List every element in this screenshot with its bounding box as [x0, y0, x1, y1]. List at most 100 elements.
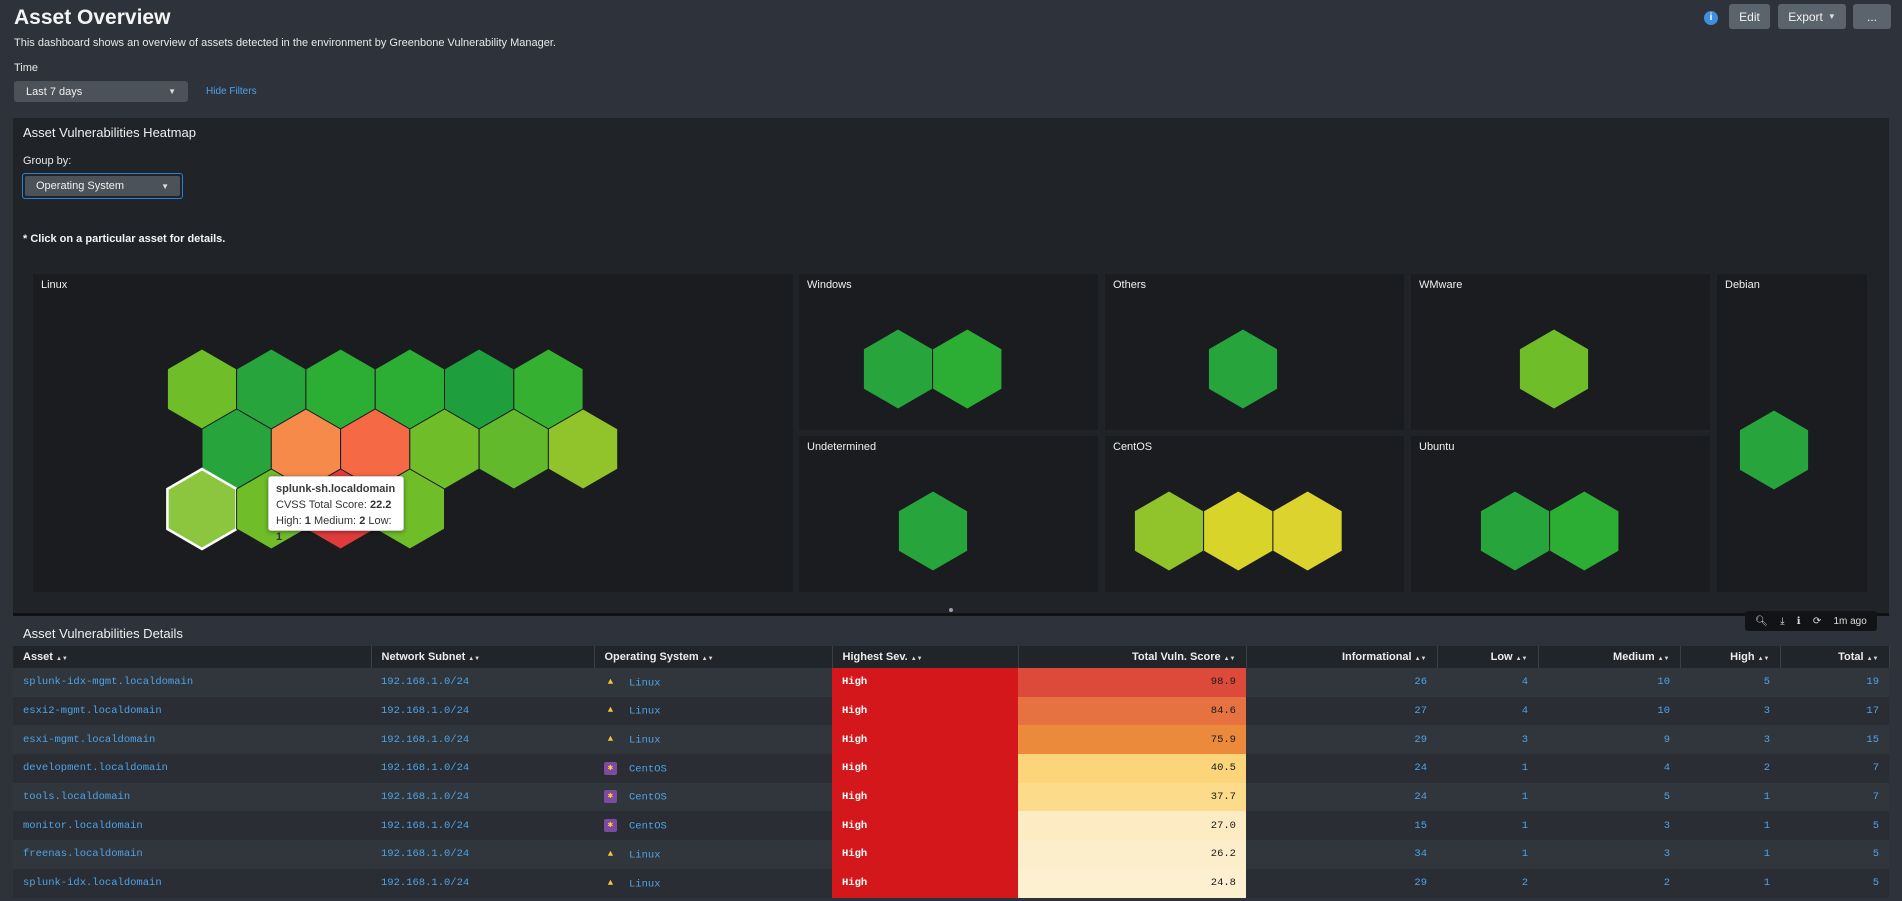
- cell-asset[interactable]: tools.localdomain: [13, 782, 371, 812]
- export-button[interactable]: Export ▼: [1778, 4, 1846, 29]
- cell-medium[interactable]: 10: [1538, 696, 1680, 726]
- cell-informational[interactable]: 29: [1246, 868, 1437, 898]
- asset-hexagon[interactable]: [1549, 490, 1620, 572]
- info-icon[interactable]: i: [1704, 11, 1718, 25]
- cell-subnet[interactable]: 192.168.1.0/24: [371, 754, 594, 783]
- asset-hexagon[interactable]: [1133, 490, 1205, 572]
- cell-low[interactable]: 1: [1437, 811, 1538, 841]
- cell-os[interactable]: ▲ Linux: [594, 868, 832, 898]
- cell-low[interactable]: 4: [1437, 668, 1538, 697]
- cell-total[interactable]: 5: [1780, 811, 1889, 841]
- cell-high[interactable]: 1: [1680, 782, 1780, 812]
- asset-hexagon[interactable]: [1203, 490, 1274, 572]
- asset-hexagon[interactable]: [1207, 328, 1279, 410]
- cell-total[interactable]: 15: [1780, 725, 1889, 755]
- cell-score[interactable]: 40.5: [1018, 754, 1246, 783]
- cell-high[interactable]: 1: [1680, 868, 1780, 898]
- cell-low[interactable]: 4: [1437, 696, 1538, 726]
- asset-hexagon[interactable]: [1272, 490, 1343, 572]
- column-header[interactable]: Network Subnet ▲▼: [371, 646, 595, 668]
- asset-hexagon[interactable]: [932, 328, 1003, 410]
- table-row[interactable]: monitor.localdomain 192.168.1.0/24 ✱ CentOS…: [13, 811, 1889, 841]
- cell-score[interactable]: 37.7: [1018, 782, 1246, 812]
- table-row[interactable]: tools.localdomain 192.168.1.0/24 ✱ CentOS Hi…: [13, 782, 1889, 812]
- cell-high[interactable]: 1: [1680, 840, 1780, 869]
- cell-os[interactable]: ✱ CentOS: [594, 811, 832, 841]
- cell-low[interactable]: 3: [1437, 725, 1538, 755]
- cell-subnet[interactable]: 192.168.1.0/24: [371, 811, 594, 841]
- edit-button[interactable]: Edit: [1729, 4, 1770, 29]
- asset-hexagon[interactable]: [1479, 490, 1551, 572]
- cell-high[interactable]: 5: [1680, 668, 1780, 697]
- cell-asset[interactable]: splunk-idx-mgmt.localdomain: [13, 668, 371, 697]
- cell-os[interactable]: ▲ Linux: [594, 668, 832, 697]
- cell-severity[interactable]: High: [832, 811, 1018, 841]
- column-header[interactable]: Operating System ▲▼: [594, 646, 833, 668]
- cell-score[interactable]: 24.8: [1018, 868, 1246, 898]
- cell-low[interactable]: 2: [1437, 868, 1538, 898]
- cell-medium[interactable]: 2: [1538, 868, 1680, 898]
- cell-total[interactable]: 5: [1780, 868, 1889, 898]
- download-icon[interactable]: ⤓: [1780, 615, 1785, 627]
- cell-severity[interactable]: High: [832, 782, 1018, 812]
- cell-high[interactable]: 1: [1680, 811, 1780, 841]
- column-header[interactable]: Low ▲▼: [1437, 646, 1539, 668]
- cell-score[interactable]: 84.6: [1018, 696, 1246, 726]
- table-row[interactable]: esxi2-mgmt.localdomain 192.168.1.0/24 ▲ Lin…: [13, 696, 1889, 726]
- table-row[interactable]: splunk-idx-mgmt.localdomain 192.168.1.0/2…: [13, 668, 1889, 697]
- cell-os[interactable]: ▲ Linux: [594, 725, 832, 755]
- cell-medium[interactable]: 3: [1538, 840, 1680, 869]
- cell-asset[interactable]: splunk-idx.localdomain: [13, 868, 371, 898]
- cell-severity[interactable]: High: [832, 725, 1018, 755]
- table-row[interactable]: splunk-idx.localdomain 192.168.1.0/24 ▲ Lin…: [13, 868, 1889, 898]
- table-row[interactable]: development.localdomain 192.168.1.0/24 ✱ Ce…: [13, 754, 1889, 783]
- cell-score[interactable]: 27.0: [1018, 811, 1246, 841]
- asset-hexagon[interactable]: [1738, 409, 1810, 491]
- cell-high[interactable]: 2: [1680, 754, 1780, 783]
- cell-os[interactable]: ▲ Linux: [594, 840, 832, 869]
- column-header[interactable]: Informational ▲▼: [1246, 646, 1438, 668]
- cell-os[interactable]: ✱ CentOS: [594, 754, 832, 783]
- cell-informational[interactable]: 29: [1246, 725, 1437, 755]
- cell-informational[interactable]: 27: [1246, 696, 1437, 726]
- refresh-icon[interactable]: ⟳: [1812, 615, 1822, 627]
- cell-medium[interactable]: 5: [1538, 782, 1680, 812]
- asset-hexagon[interactable]: [862, 328, 934, 410]
- cell-subnet[interactable]: 192.168.1.0/24: [371, 668, 594, 697]
- cell-total[interactable]: 5: [1780, 840, 1889, 869]
- cell-informational[interactable]: 24: [1246, 782, 1437, 812]
- cell-asset[interactable]: monitor.localdomain: [13, 811, 371, 841]
- asset-hexagon[interactable]: [1518, 328, 1590, 410]
- cell-subnet[interactable]: 192.168.1.0/24: [371, 868, 594, 898]
- cell-informational[interactable]: 34: [1246, 840, 1437, 869]
- cell-medium[interactable]: 10: [1538, 668, 1680, 697]
- panel-resize-handle[interactable]: [949, 608, 953, 612]
- search-icon[interactable]: 🔍︎: [1755, 615, 1768, 627]
- asset-hexagon[interactable]: [897, 490, 969, 572]
- cell-high[interactable]: 3: [1680, 696, 1780, 726]
- asset-hexagon[interactable]: [547, 408, 619, 490]
- column-header[interactable]: Total ▲▼: [1780, 646, 1890, 668]
- cell-score[interactable]: 75.9: [1018, 725, 1246, 755]
- cell-high[interactable]: 3: [1680, 725, 1780, 755]
- info-icon[interactable]: ℹ: [1796, 615, 1801, 627]
- cell-total[interactable]: 19: [1780, 668, 1889, 697]
- hide-filters-link[interactable]: Hide Filters: [206, 86, 257, 97]
- cell-asset[interactable]: freenas.localdomain: [13, 840, 371, 869]
- cell-medium[interactable]: 9: [1538, 725, 1680, 755]
- cell-asset[interactable]: esxi-mgmt.localdomain: [13, 725, 371, 755]
- cell-severity[interactable]: High: [832, 668, 1018, 697]
- cell-informational[interactable]: 24: [1246, 754, 1437, 783]
- cell-os[interactable]: ✱ CentOS: [594, 782, 832, 812]
- cell-os[interactable]: ▲ Linux: [594, 696, 832, 726]
- cell-subnet[interactable]: 192.168.1.0/24: [371, 782, 594, 812]
- more-options-button[interactable]: ...: [1853, 4, 1891, 29]
- cell-severity[interactable]: High: [832, 696, 1018, 726]
- column-header[interactable]: Total Vuln. Score ▲▼: [1018, 646, 1247, 668]
- cell-severity[interactable]: High: [832, 868, 1018, 898]
- column-header[interactable]: Highest Sev. ▲▼: [832, 646, 1019, 668]
- cell-medium[interactable]: 4: [1538, 754, 1680, 783]
- cell-asset[interactable]: development.localdomain: [13, 754, 371, 783]
- column-header[interactable]: Medium ▲▼: [1538, 646, 1681, 668]
- table-row[interactable]: esxi-mgmt.localdomain 192.168.1.0/24 ▲ Linu…: [13, 725, 1889, 755]
